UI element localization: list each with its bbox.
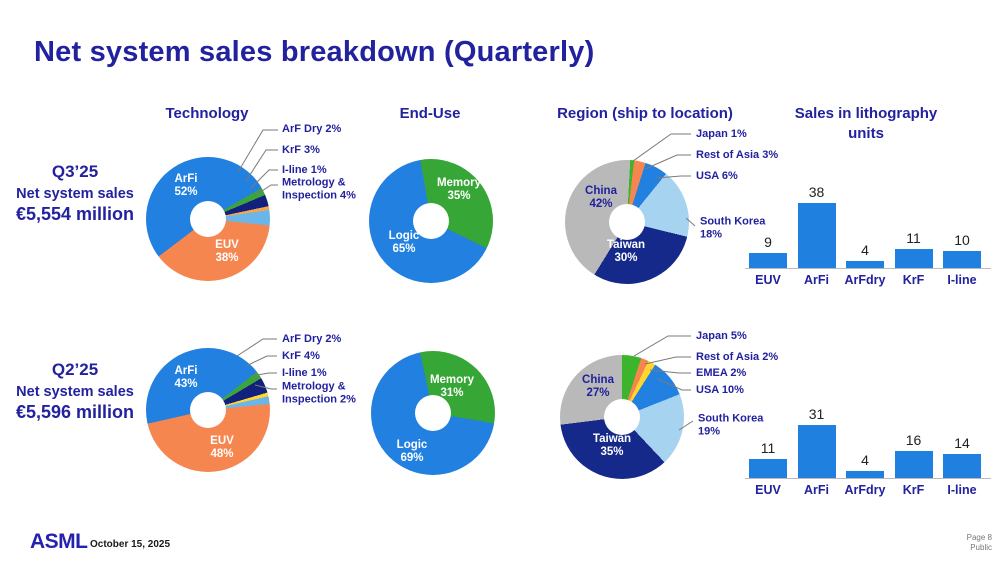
bar: [894, 450, 933, 478]
q3-region-callout-japan: Japan 1%: [696, 127, 747, 140]
q2-region-china-label: China 27%: [582, 374, 614, 399]
q2-region-callout-usa: USA 10%: [696, 383, 744, 396]
leader-line: [236, 338, 277, 357]
q2-sales-value: €5,596 million: [15, 402, 135, 422]
q2-enduse-memory-label: Memory 31%: [429, 374, 475, 399]
bar-value-label: 4: [861, 452, 869, 469]
q3-region-callout-restofasia: Rest of Asia 3%: [696, 148, 779, 161]
donut-hole: [190, 201, 226, 237]
bar-value-label: 9: [764, 233, 772, 250]
donut-hole: [413, 203, 449, 239]
q2-tech-callout-metrology: Metrology & Inspection 2%: [282, 380, 356, 406]
heading-region: Region (ship to location): [557, 105, 733, 122]
q3-tech-arfi-label: ArFi 52%: [174, 173, 198, 198]
q3-region-callout-usa: USA 6%: [696, 169, 738, 182]
bar-value-label: 11: [906, 230, 921, 247]
bar-category-label: EUV: [755, 273, 781, 287]
q2-region-callout-emea: EMEA 2%: [696, 366, 747, 379]
bar: [943, 454, 981, 478]
bar: [797, 425, 836, 478]
bar-category-label: I-line: [947, 273, 977, 287]
q3-info-block: Q3’25 Net system sales €5,554 million: [0, 162, 150, 225]
footer-date: October 15, 2025: [90, 539, 171, 550]
q2-tech-callout-arfdry: ArF Dry 2%: [282, 332, 342, 345]
bar: [943, 251, 981, 268]
bar-category-label: EUV: [755, 483, 781, 497]
bar-category-label: KrF: [902, 273, 925, 287]
bar: [749, 459, 787, 478]
bar: [797, 203, 836, 268]
heading-units: Sales in lithography units: [794, 105, 938, 142]
bar: [846, 261, 884, 268]
q2-tech-callout-krf: KrF 4%: [282, 349, 320, 362]
bar-value-label: 38: [808, 184, 825, 201]
q3-tech-callout-arfdry: ArF Dry 2%: [282, 122, 342, 135]
q2-region-callout-southkorea: South Korea 19%: [698, 412, 764, 438]
q2-tech-arfi-label: ArFi 43%: [174, 365, 198, 390]
q2-tech-callout-iline: I-line 1%: [282, 366, 327, 379]
leader-line: [632, 133, 691, 162]
q3-region-pie: [565, 160, 689, 284]
q2-region-pie: [560, 355, 684, 479]
classification-label: Public: [970, 543, 992, 552]
footer-page-info: Page 8 Public: [967, 533, 992, 553]
q2-info-block: Q2’25 Net system sales €5,596 million: [0, 360, 150, 423]
bar: [894, 249, 933, 268]
page-title: Net system sales breakdown (Quarterly): [34, 36, 595, 68]
asml-logo: ASML: [30, 530, 88, 553]
q3-enduse-logic-label: Logic 65%: [388, 230, 420, 255]
bar-category-label: ArFi: [804, 273, 829, 287]
x-axis-line: [745, 268, 991, 269]
donut-hole: [604, 399, 640, 435]
bar-value-label: 4: [861, 242, 869, 259]
bar: [749, 252, 787, 268]
bar-value-label: 16: [905, 431, 922, 448]
q3-tech-callout-krf: KrF 3%: [282, 143, 320, 156]
x-axis-line: [745, 478, 991, 479]
heading-end-use: End-Use: [399, 105, 461, 122]
q2-region-callout-japan: Japan 5%: [696, 329, 747, 342]
bar: [846, 471, 884, 478]
q3-tech-callout-iline: I-line 1%: [282, 163, 327, 176]
bar-value-label: 31: [808, 406, 825, 423]
q3-sales-value: €5,554 million: [15, 204, 135, 224]
q2-end-use-pie: [371, 351, 495, 475]
donut-hole: [415, 395, 451, 431]
bar-category-label: ArFi: [804, 483, 829, 497]
donut-hole: [190, 392, 226, 428]
bar-value-label: 10: [954, 232, 970, 248]
bar-category-label: KrF: [902, 483, 925, 497]
q3-end-use-pie: [369, 159, 493, 283]
bar-value-label: 11: [760, 440, 776, 457]
page-number: Page 8: [966, 533, 992, 542]
q3-tech-euv-label: EUV 38%: [215, 239, 239, 264]
q3-region-taiwan-label: Taiwan 30%: [606, 239, 646, 264]
q3-enduse-memory-label: Memory 35%: [436, 177, 482, 202]
q3-region-china-label: China 42%: [585, 185, 617, 210]
q3-sales-label: Net system sales: [16, 186, 134, 202]
q3-units-bar-chart: 9 EUV 38 ArFi 4 ArFdry 11 KrF 10 I-line: [745, 170, 995, 300]
q2-enduse-logic-label: Logic 69%: [396, 439, 428, 464]
bar-category-label: I-line: [947, 483, 977, 497]
q3-technology-pie: [146, 157, 270, 281]
leader-line: [237, 129, 278, 173]
leader-line: [633, 335, 691, 357]
q2-region-taiwan-label: Taiwan 35%: [592, 433, 632, 458]
q2-region-callout-restofasia: Rest of Asia 2%: [696, 350, 779, 363]
q2-technology-pie: [146, 348, 270, 472]
bar-category-label: ArFdry: [844, 273, 886, 287]
bar-category-label: ArFdry: [844, 483, 886, 497]
q3-region-callout-southkorea: South Korea 18%: [700, 215, 766, 241]
donut-hole: [609, 204, 645, 240]
q2-sales-label: Net system sales: [16, 384, 134, 400]
q3-quarter-label: Q3’25: [51, 162, 99, 181]
heading-technology: Technology: [165, 105, 249, 122]
q2-units-bar-chart: 11 EUV 31 ArFi 4 ArFdry 16 KrF 14 I-line: [745, 380, 995, 510]
bar-value-label: 14: [954, 435, 970, 452]
q2-quarter-label: Q2’25: [51, 360, 99, 379]
q2-tech-euv-label: EUV 48%: [210, 435, 234, 460]
q3-tech-callout-metrology: Metrology & Inspection 4%: [282, 176, 356, 202]
